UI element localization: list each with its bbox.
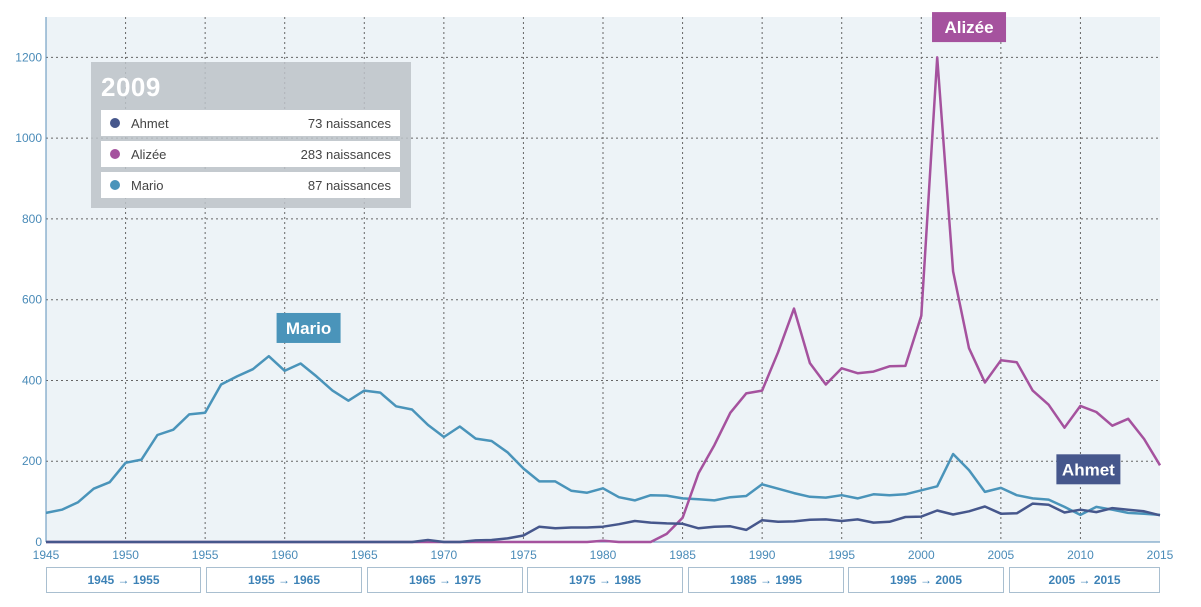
x-tick-label: 2010 — [1067, 548, 1094, 562]
legend-count: 87 naissances — [307, 178, 391, 193]
decade-button-1995-2005[interactable]: 1995 → 2005 — [848, 567, 1004, 593]
y-tick-label: 200 — [22, 454, 42, 468]
legend-dot-ahmet — [110, 118, 120, 128]
decade-button-1945-1955[interactable]: 1945 → 1955 — [46, 567, 201, 593]
series-line-ahmet — [46, 502, 1161, 544]
legend-count: 73 naissances — [307, 116, 391, 131]
decade-button-1965-1975[interactable]: 1965 → 1975 — [367, 567, 523, 593]
x-tick-label: 1950 — [112, 548, 139, 562]
x-tick-label: 1965 — [351, 548, 378, 562]
decade-button-1955-1965[interactable]: 1955 → 1965 — [206, 567, 362, 593]
x-tick-label: 1980 — [590, 548, 617, 562]
x-tick-label: 1990 — [749, 548, 776, 562]
callout-mario: Mario — [276, 312, 341, 343]
legend-name: Mario — [131, 178, 164, 193]
legend-name: Ahmet — [131, 116, 169, 131]
x-tick-label: 1985 — [669, 548, 696, 562]
y-tick-label: 1200 — [15, 50, 42, 64]
legend-dot-mario — [110, 180, 120, 190]
decade-button-2005-2015[interactable]: 2005 → 2015 — [1009, 567, 1160, 593]
legend-panel: 2009 Ahmet 73 naissances Alizée 283 nais… — [91, 62, 411, 208]
callout-box — [932, 12, 1007, 43]
legend-year: 2009 — [101, 72, 161, 102]
x-tick-label: 1995 — [828, 548, 855, 562]
decade-button-1985-1995[interactable]: 1985 → 1995 — [688, 567, 844, 593]
y-tick-label: 400 — [22, 373, 42, 387]
series-line-mario — [45, 354, 1161, 517]
x-tick-label: 1945 — [33, 548, 60, 562]
y-tick-label: 600 — [22, 293, 42, 307]
legend-row-alizee: Alizée 283 naissances — [101, 141, 400, 167]
y-tick-label: 800 — [22, 212, 42, 226]
x-tick-label: 1970 — [431, 548, 458, 562]
x-tick-label: 2000 — [908, 548, 935, 562]
y-tick-label: 0 — [35, 535, 42, 549]
x-tick-label: 2005 — [988, 548, 1015, 562]
legend-dot-alizee — [110, 149, 120, 159]
legend-count: 283 naissances — [300, 147, 391, 162]
legend-row-ahmet: Ahmet 73 naissances — [101, 110, 400, 136]
callout-ahmet: Ahmet — [1056, 454, 1121, 485]
y-tick-label: 1000 — [15, 131, 42, 145]
callout-label: Mario — [286, 319, 331, 338]
callout-label: Alizée — [944, 18, 993, 37]
callout-box — [276, 312, 341, 343]
legend-name: Alizée — [131, 147, 167, 162]
decade-button-1975-1985[interactable]: 1975 → 1985 — [527, 567, 683, 593]
x-tick-label: 1955 — [192, 548, 219, 562]
legend-row-mario: Mario 87 naissances — [101, 172, 400, 198]
callout-box — [1056, 454, 1121, 485]
x-tick-label: 1975 — [510, 548, 537, 562]
x-tick-label: 2015 — [1147, 548, 1174, 562]
callout-label: Ahmet — [1062, 460, 1115, 479]
x-tick-label: 1960 — [271, 548, 298, 562]
callout-alizee: Alizée — [932, 12, 1007, 43]
